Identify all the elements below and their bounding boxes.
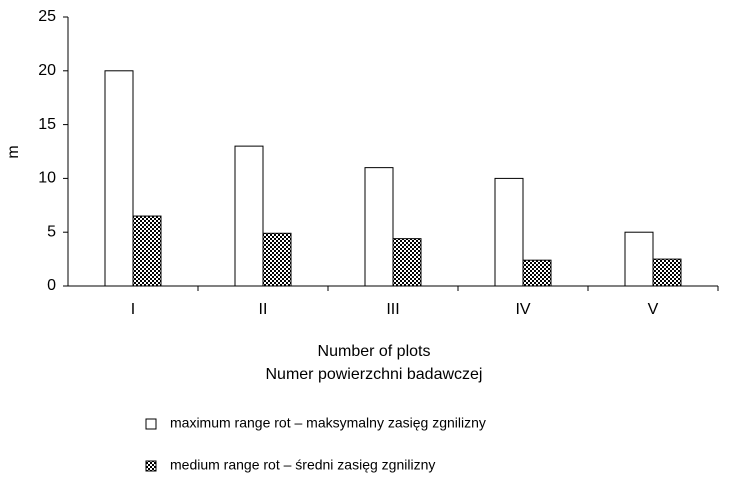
bar: [364, 167, 394, 287]
y-tick-label: 15: [38, 116, 56, 133]
x-tick-label: III: [386, 301, 399, 318]
x-axis-label: Number of plots: [318, 343, 431, 360]
x-tick-label: I: [131, 301, 135, 318]
y-tick-label: 20: [38, 62, 56, 79]
bar: [652, 258, 682, 287]
legend-swatch: [145, 418, 157, 430]
legend-label: medium range rot – średni zasięg zgniliz…: [170, 457, 435, 473]
bar: [624, 231, 654, 287]
y-tick-label: 10: [38, 170, 56, 187]
bar: [522, 259, 552, 287]
y-axis-label: m: [5, 145, 22, 158]
bar: [104, 70, 134, 287]
bar: [392, 238, 422, 287]
legend-label: maximum range rot – maksymalny zasięg zg…: [170, 415, 486, 431]
x-tick-label: V: [648, 301, 659, 318]
x-axis-label: Numer powierzchni badawczej: [266, 366, 483, 383]
bar: [234, 145, 264, 287]
y-tick-label: 25: [38, 8, 56, 25]
x-tick-label: IV: [515, 301, 530, 318]
legend-swatch: [145, 460, 157, 472]
y-tick-label: 0: [47, 277, 56, 294]
bar: [262, 232, 292, 287]
bar: [494, 177, 524, 287]
bar: [132, 215, 162, 287]
y-tick-label: 5: [47, 223, 56, 240]
x-tick-label: II: [259, 301, 268, 318]
